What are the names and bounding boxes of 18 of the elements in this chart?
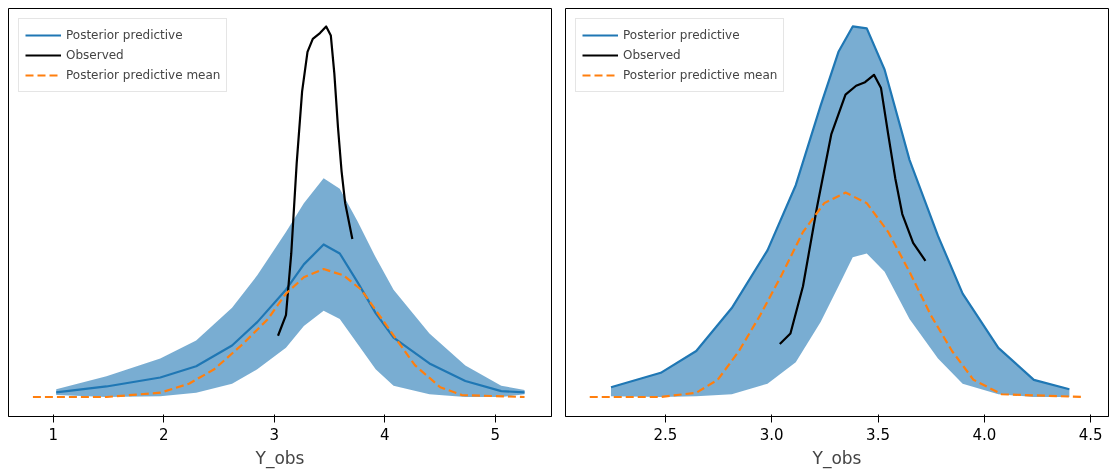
x-tick-label: 5: [490, 425, 500, 444]
x-tick-label: 2: [159, 425, 169, 444]
x-tick-label: 3.0: [759, 425, 784, 444]
x-axis-title: Y_obs: [811, 447, 862, 469]
x-axis-title: Y_obs: [254, 447, 305, 469]
legend-label: Posterior predictive: [66, 28, 183, 42]
x-tick-label: 2.5: [653, 425, 678, 444]
x-tick-label: 4: [379, 425, 390, 444]
legend-label: Observed: [66, 48, 124, 62]
x-tick-label: 3: [269, 425, 280, 444]
x-tick-label: 1: [48, 425, 59, 444]
legend-label: Observed: [623, 48, 681, 62]
x-tick-label: 4.5: [1078, 425, 1103, 444]
legend-label: Posterior predictive mean: [66, 68, 221, 82]
legend-label: Posterior predictive mean: [623, 68, 778, 82]
x-tick-label: 4.0: [972, 425, 997, 444]
x-tick-label: 3.5: [866, 425, 890, 444]
legend-label: Posterior predictive: [623, 28, 740, 42]
